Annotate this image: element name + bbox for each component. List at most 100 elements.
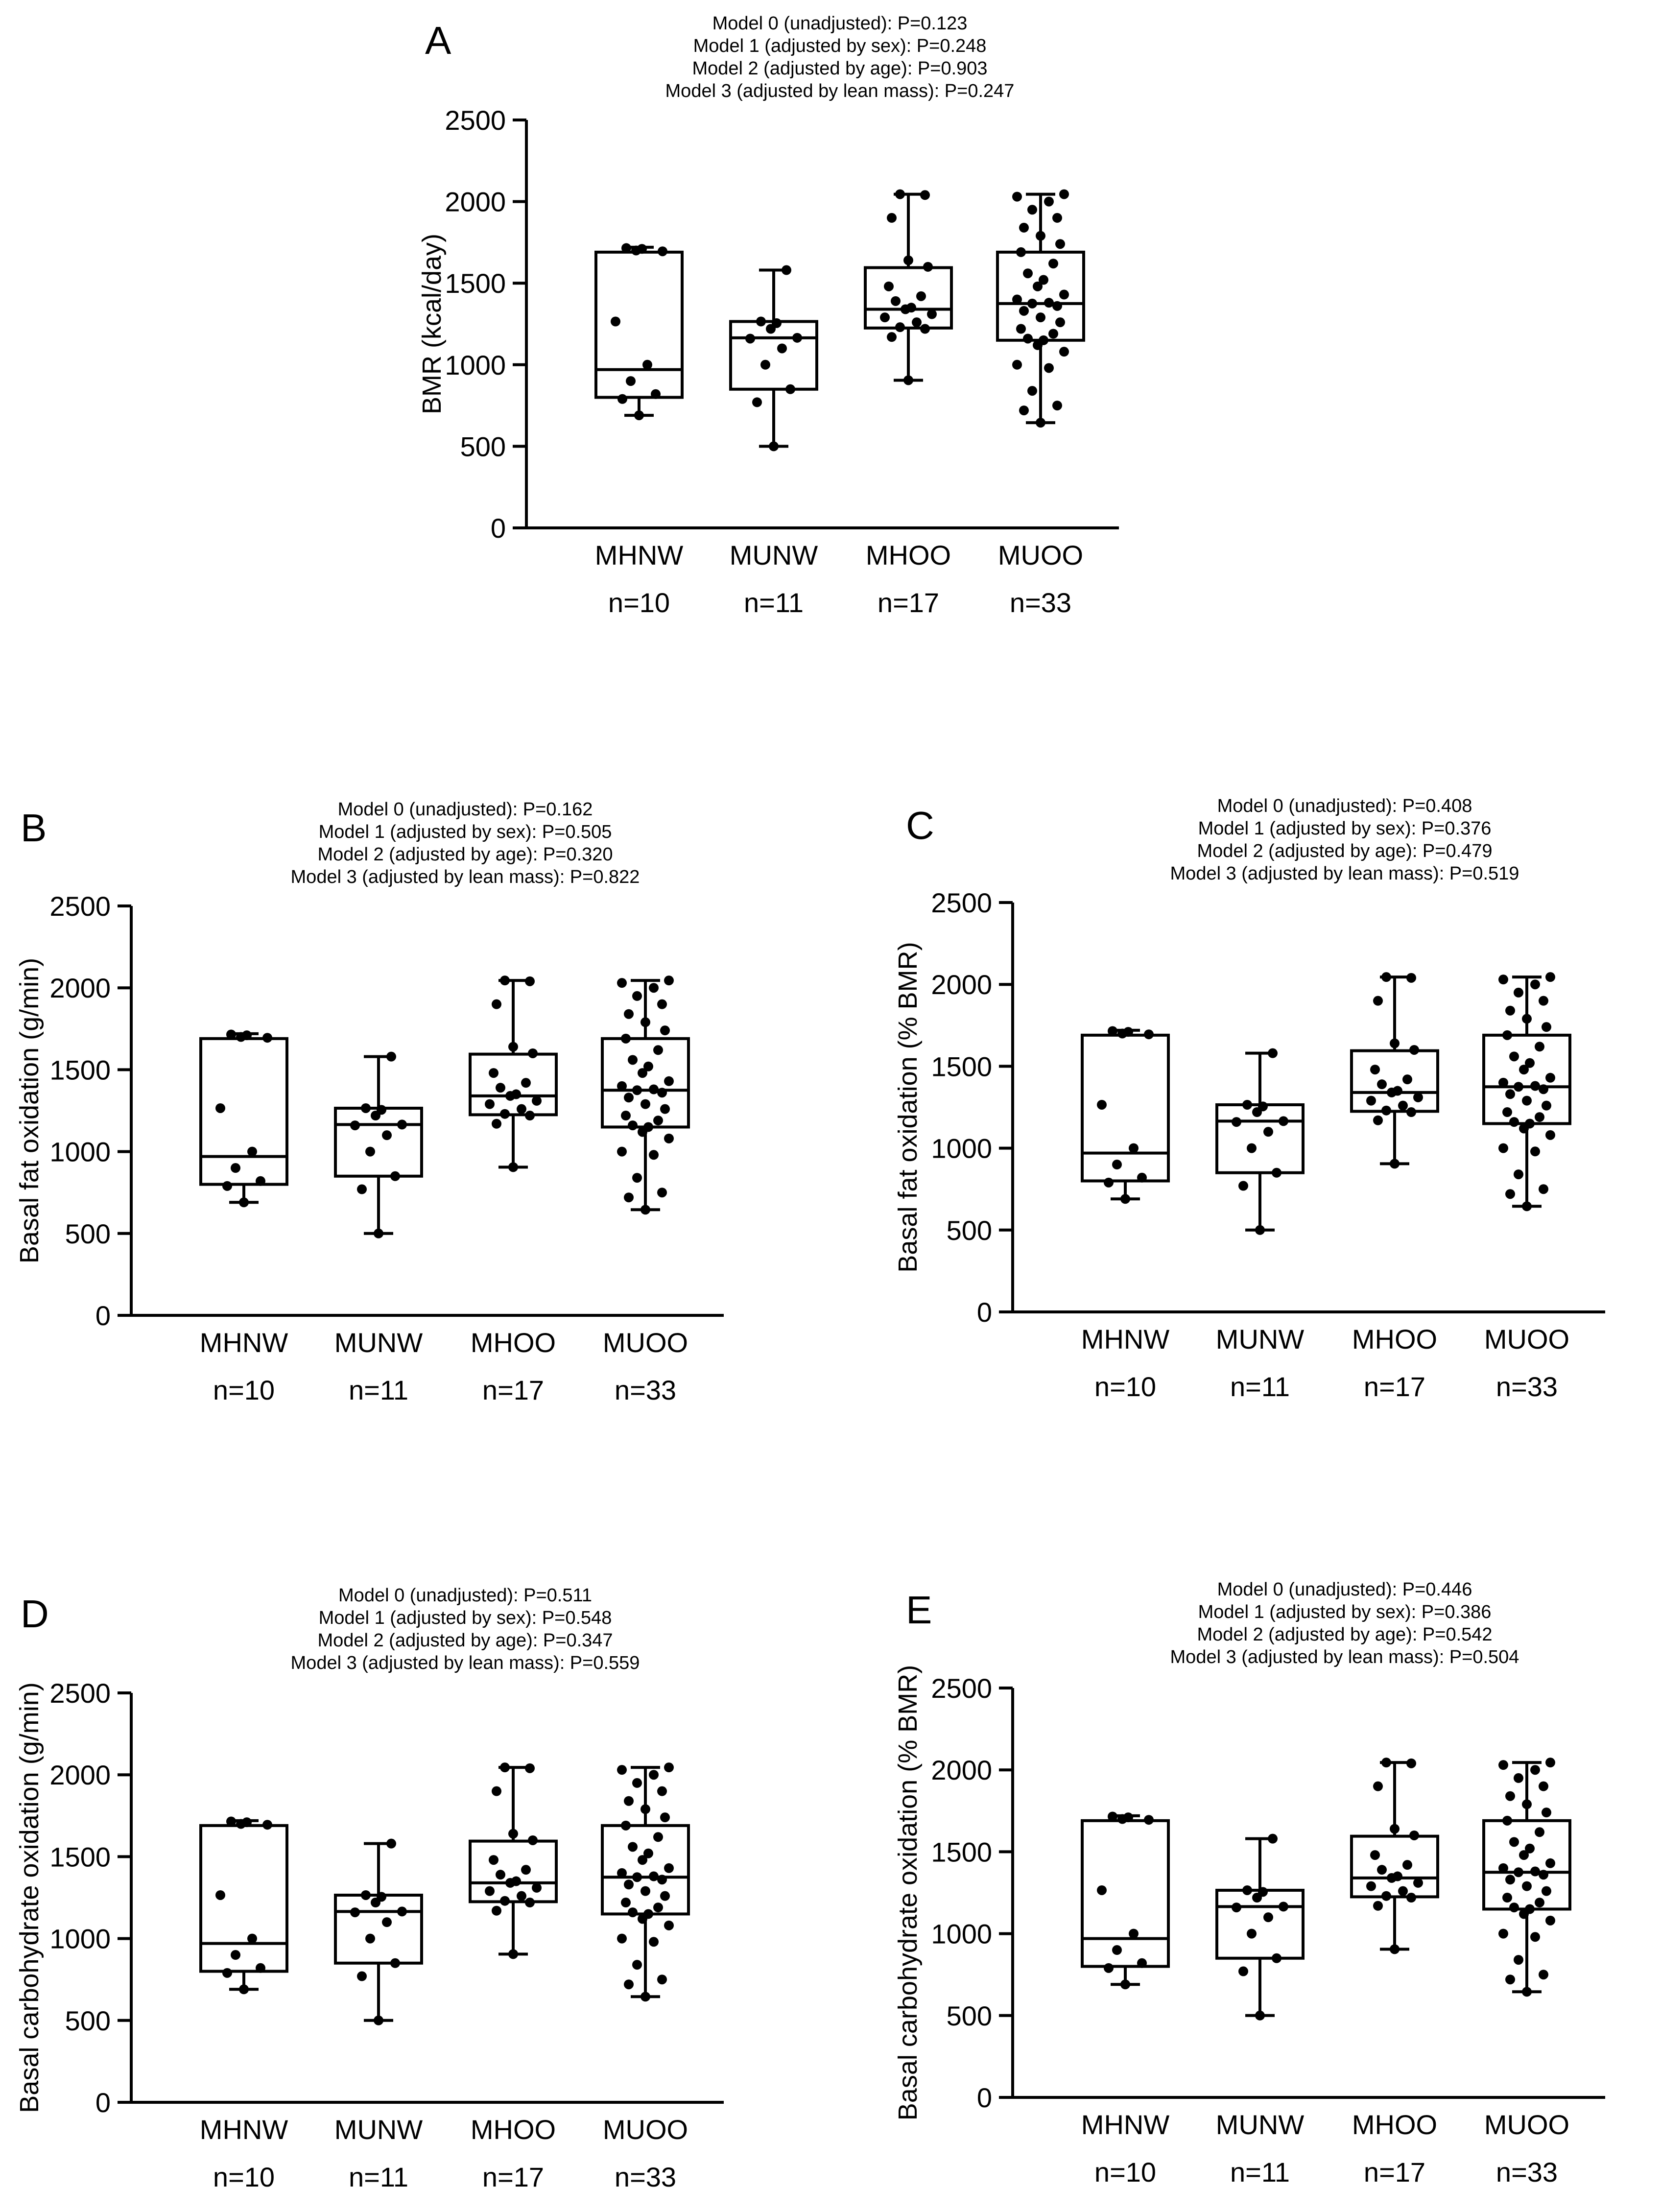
data-point <box>525 976 535 986</box>
data-point <box>1539 1781 1548 1791</box>
data-point <box>1413 1092 1423 1102</box>
data-point <box>1036 418 1045 428</box>
data-point <box>641 1886 650 1896</box>
model-pvalue-line: Model 2 (adjusted by age): P=0.903 <box>692 58 987 79</box>
panel-label: D <box>21 1592 49 1636</box>
data-point <box>517 1104 526 1114</box>
x-category-label: MUNW <box>1216 2109 1305 2140</box>
model-pvalue-line: Model 3 (adjusted by lean mass): P=0.504 <box>1170 1647 1519 1667</box>
data-point <box>1530 1866 1540 1877</box>
data-point <box>664 1133 674 1143</box>
data-point <box>1381 1891 1391 1901</box>
iqr-box <box>469 1839 558 1903</box>
data-point <box>1539 1870 1548 1880</box>
y-tick-label: 2500 <box>445 105 506 136</box>
data-point <box>492 1118 501 1129</box>
y-tick-label: 1000 <box>49 1924 111 1954</box>
data-point <box>239 1984 249 1995</box>
data-point <box>1539 1970 1548 1980</box>
data-point <box>1279 1902 1288 1912</box>
x-n-label: n=11 <box>744 587 804 618</box>
panel-label: A <box>425 19 451 62</box>
data-point <box>1409 1045 1419 1055</box>
data-point <box>1525 1118 1535 1129</box>
data-point <box>927 309 937 319</box>
data-point <box>1393 1086 1402 1096</box>
data-point <box>1108 1026 1117 1036</box>
data-point <box>390 1958 400 1968</box>
y-tick-label: 1500 <box>931 1051 992 1082</box>
data-point <box>621 1898 631 1908</box>
data-point <box>923 262 933 272</box>
data-point <box>1137 1958 1147 1968</box>
x-n-label: n=17 <box>1364 2157 1425 2188</box>
model-pvalue-line: Model 2 (adjusted by age): P=0.347 <box>317 1630 613 1651</box>
data-point <box>350 1120 360 1131</box>
data-point <box>660 1025 670 1036</box>
data-point <box>1514 1867 1523 1878</box>
data-point <box>1539 1184 1548 1194</box>
data-point <box>632 1173 642 1183</box>
model-pvalue-line: Model 0 (unadjusted): P=0.408 <box>1217 796 1472 816</box>
y-tick-label: 1000 <box>931 1133 992 1164</box>
x-category-label: MHOO <box>471 2114 556 2145</box>
data-point <box>1381 972 1391 982</box>
data-point <box>1498 1863 1508 1873</box>
data-point <box>1514 1082 1523 1092</box>
data-point <box>1120 1194 1130 1204</box>
data-point <box>1373 1901 1383 1911</box>
data-point <box>906 303 916 313</box>
x-n-label: n=10 <box>213 2162 275 2192</box>
model-pvalue-line: Model 2 (adjusted by age): P=0.320 <box>317 844 613 865</box>
iqr-box <box>199 1037 288 1186</box>
data-point <box>365 1933 375 1944</box>
y-tick-label: 0 <box>95 2087 111 2118</box>
data-point <box>1509 1837 1519 1847</box>
data-point <box>1238 1966 1248 1976</box>
data-point <box>638 1855 647 1865</box>
model-pvalue-line: Model 0 (unadjusted): P=0.511 <box>338 1585 592 1606</box>
data-point <box>1044 363 1054 373</box>
data-point <box>1530 1146 1540 1157</box>
data-point <box>632 991 642 1001</box>
data-point <box>1044 298 1054 308</box>
data-point <box>1268 1833 1278 1844</box>
iqr-box <box>996 250 1085 342</box>
box-group-mhnw <box>594 243 684 421</box>
data-point <box>1535 1827 1544 1837</box>
data-point <box>653 1045 663 1055</box>
data-point <box>1545 1858 1555 1868</box>
data-point <box>521 1865 531 1875</box>
x-n-label: n=33 <box>615 1375 676 1405</box>
data-point <box>624 1192 634 1203</box>
box-group-muoo <box>601 975 690 1215</box>
data-point <box>247 1933 257 1944</box>
data-point <box>1377 1865 1387 1875</box>
y-tick-label: 1500 <box>49 1841 111 1872</box>
x-n-label: n=17 <box>878 587 939 618</box>
data-point <box>1525 1843 1535 1854</box>
y-tick-label: 2000 <box>931 969 992 1000</box>
data-point <box>1390 1944 1400 1954</box>
data-point <box>634 410 644 421</box>
data-point <box>525 1763 535 1773</box>
data-point <box>777 343 787 354</box>
data-point <box>1505 1089 1515 1099</box>
y-tick-label: 2500 <box>49 1678 111 1709</box>
data-point <box>1545 1758 1555 1768</box>
data-point <box>643 1122 653 1132</box>
data-point <box>632 1960 642 1970</box>
data-point <box>632 1778 642 1788</box>
data-point <box>1373 996 1383 1006</box>
data-point <box>1012 294 1022 305</box>
y-axis-title: Basal fat oxidation (g/min) <box>15 958 44 1263</box>
data-point <box>760 359 770 370</box>
data-point <box>492 999 501 1009</box>
data-point <box>1027 298 1037 309</box>
data-point <box>357 1184 367 1194</box>
data-point <box>239 1197 249 1208</box>
data-point <box>1097 1885 1107 1895</box>
y-tick-label: 1500 <box>49 1054 111 1085</box>
